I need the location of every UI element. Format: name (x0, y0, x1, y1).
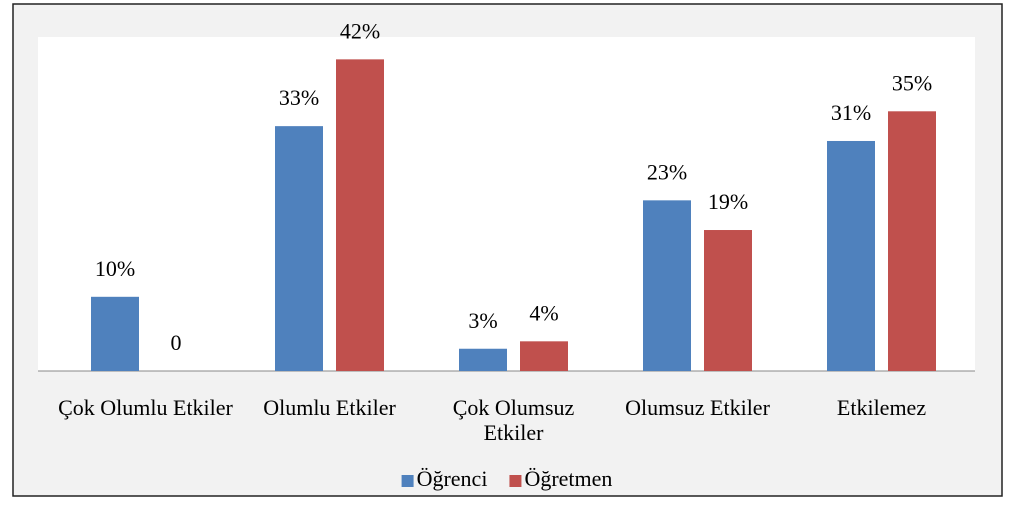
plot-area (38, 37, 975, 371)
bar (275, 126, 323, 371)
data-label: 10% (95, 256, 135, 281)
x-tick-label: Etkilemez (836, 395, 927, 420)
data-label: 3% (468, 308, 497, 333)
bar (91, 296, 139, 371)
bar (827, 140, 875, 371)
bar (336, 59, 384, 372)
x-tick-label: Olumlu Etkiler (263, 395, 396, 420)
data-label: 31% (831, 100, 871, 125)
bar (643, 200, 691, 371)
bar (520, 341, 568, 371)
bar (459, 348, 507, 371)
data-label: 19% (708, 189, 748, 214)
data-label: 0 (171, 330, 182, 355)
x-tick-label: Çok Olumlu Etkiler (58, 395, 233, 420)
legend-swatch (401, 475, 414, 487)
data-label: 42% (340, 18, 380, 43)
bar (704, 230, 752, 371)
x-tick-label: Olumsuz Etkiler (625, 395, 770, 420)
data-label: 33% (279, 85, 319, 110)
data-label: 4% (529, 300, 558, 325)
legend-label: Öğretmen (524, 466, 612, 491)
legend-label: Öğrenci (417, 466, 488, 491)
bar (888, 111, 936, 372)
data-label: 35% (892, 70, 932, 95)
data-label: 23% (647, 159, 687, 184)
legend-swatch (509, 475, 522, 487)
x-tick-label: Çok Olumsuz Etkiler (452, 395, 575, 445)
